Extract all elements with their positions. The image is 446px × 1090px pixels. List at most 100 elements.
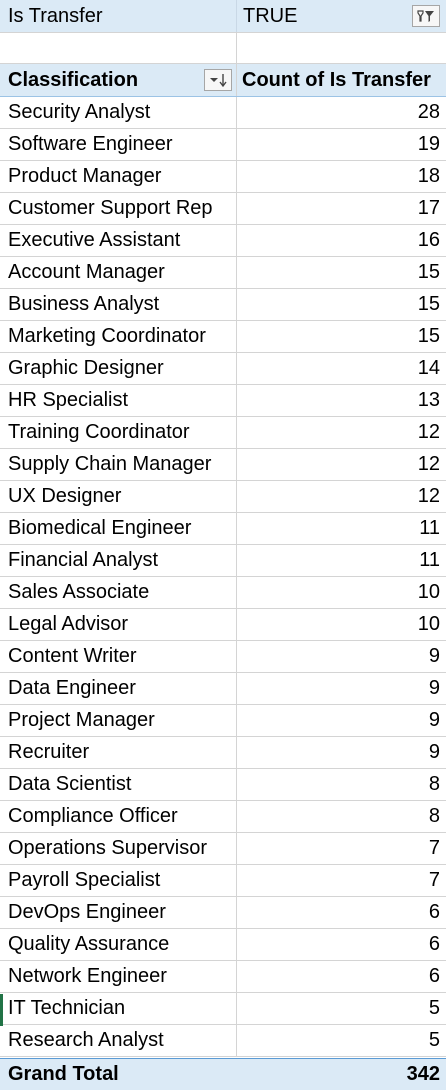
- table-row: Sales Associate 10: [0, 577, 446, 609]
- table-row: Financial Analyst 11: [0, 545, 446, 577]
- count-cell[interactable]: 7: [428, 869, 440, 891]
- table-row: Biomedical Engineer 11: [0, 513, 446, 545]
- classification-cell[interactable]: HR Specialist: [0, 385, 237, 416]
- count-cell[interactable]: 28: [417, 101, 440, 123]
- table-row: HR Specialist 13: [0, 385, 446, 417]
- classification-cell[interactable]: Account Manager: [0, 257, 237, 288]
- value-header[interactable]: Count of Is Transfer: [242, 68, 431, 91]
- count-cell[interactable]: 15: [417, 261, 440, 283]
- classification-cell[interactable]: UX Designer: [0, 481, 237, 512]
- classification-cell[interactable]: Network Engineer: [0, 961, 237, 992]
- table-row: Legal Advisor 10: [0, 609, 446, 641]
- grand-total-row: Grand Total 342: [0, 1058, 446, 1090]
- classification-cell[interactable]: Graphic Designer: [0, 353, 237, 384]
- table-row: Compliance Officer 8: [0, 801, 446, 833]
- count-cell[interactable]: 10: [417, 613, 440, 635]
- classification-cell[interactable]: Biomedical Engineer: [0, 513, 237, 544]
- table-row: Research Analyst 5: [0, 1025, 446, 1057]
- table-row: Software Engineer 19: [0, 129, 446, 161]
- count-cell[interactable]: 11: [419, 549, 440, 571]
- table-row: Network Engineer 6: [0, 961, 446, 993]
- count-cell[interactable]: 17: [417, 197, 440, 219]
- row-label-header[interactable]: Classification: [0, 64, 237, 96]
- count-cell[interactable]: 14: [417, 357, 440, 379]
- classification-cell[interactable]: Supply Chain Manager: [0, 449, 237, 480]
- table-row: IT Technician 5: [0, 993, 446, 1025]
- classification-cell[interactable]: Financial Analyst: [0, 545, 237, 576]
- count-cell[interactable]: 15: [417, 325, 440, 347]
- classification-cell[interactable]: Customer Support Rep: [0, 193, 237, 224]
- count-cell[interactable]: 11: [419, 517, 440, 539]
- classification-cell[interactable]: Business Analyst: [0, 289, 237, 320]
- filter-field-label: Is Transfer: [0, 0, 237, 32]
- count-cell[interactable]: 9: [428, 741, 440, 763]
- count-cell[interactable]: 10: [417, 581, 440, 603]
- filter-funnel-icon: [417, 10, 434, 22]
- table-row: Content Writer 9: [0, 641, 446, 673]
- table-row: Operations Supervisor 7: [0, 833, 446, 865]
- row-selection-marker: [0, 994, 3, 1026]
- table-row: Project Manager 9: [0, 705, 446, 737]
- classification-cell[interactable]: Data Scientist: [0, 769, 237, 800]
- classification-cell[interactable]: Payroll Specialist: [0, 865, 237, 896]
- classification-cell[interactable]: Security Analyst: [0, 97, 237, 128]
- classification-cell[interactable]: Marketing Coordinator: [0, 321, 237, 352]
- classification-cell[interactable]: Quality Assurance: [0, 929, 237, 960]
- sort-dropdown-button[interactable]: [204, 69, 232, 91]
- count-cell[interactable]: 9: [428, 677, 440, 699]
- count-cell[interactable]: 15: [417, 293, 440, 315]
- pivot-header-row: Classification Count of Is Transfer: [0, 64, 446, 97]
- table-row: Quality Assurance 6: [0, 929, 446, 961]
- table-row: DevOps Engineer 6: [0, 897, 446, 929]
- count-cell[interactable]: 16: [417, 229, 440, 251]
- filter-dropdown-button[interactable]: [412, 5, 440, 27]
- classification-cell[interactable]: IT Technician: [0, 993, 237, 1024]
- classification-cell[interactable]: Compliance Officer: [0, 801, 237, 832]
- count-cell[interactable]: 5: [428, 997, 440, 1019]
- classification-cell[interactable]: Executive Assistant: [0, 225, 237, 256]
- table-row: Supply Chain Manager 12: [0, 449, 446, 481]
- count-cell[interactable]: 6: [428, 965, 440, 987]
- classification-cell[interactable]: Sales Associate: [0, 577, 237, 608]
- blank-cell[interactable]: [237, 33, 446, 63]
- table-row: Marketing Coordinator 15: [0, 321, 446, 353]
- classification-cell[interactable]: Legal Advisor: [0, 609, 237, 640]
- count-cell[interactable]: 12: [417, 421, 440, 443]
- sort-descending-icon: [210, 74, 227, 88]
- classification-cell[interactable]: DevOps Engineer: [0, 897, 237, 928]
- count-cell[interactable]: 8: [428, 805, 440, 827]
- classification-cell[interactable]: Content Writer: [0, 641, 237, 672]
- table-row: Executive Assistant 16: [0, 225, 446, 257]
- classification-cell[interactable]: Software Engineer: [0, 129, 237, 160]
- count-cell[interactable]: 7: [428, 837, 440, 859]
- grand-total-label[interactable]: Grand Total: [8, 1063, 119, 1085]
- count-cell[interactable]: 6: [428, 901, 440, 923]
- classification-cell[interactable]: Product Manager: [0, 161, 237, 192]
- classification-cell[interactable]: Operations Supervisor: [0, 833, 237, 864]
- filter-value[interactable]: TRUE: [243, 4, 298, 27]
- classification-cell[interactable]: Training Coordinator: [0, 417, 237, 448]
- count-cell[interactable]: 5: [428, 1029, 440, 1051]
- count-cell[interactable]: 18: [417, 165, 440, 187]
- classification-cell[interactable]: Project Manager: [0, 705, 237, 736]
- table-row: Business Analyst 15: [0, 289, 446, 321]
- count-cell[interactable]: 12: [417, 453, 440, 475]
- count-cell[interactable]: 9: [428, 645, 440, 667]
- classification-cell[interactable]: Recruiter: [0, 737, 237, 768]
- count-cell[interactable]: 8: [428, 773, 440, 795]
- count-cell[interactable]: 12: [417, 485, 440, 507]
- classification-cell[interactable]: Data Engineer: [0, 673, 237, 704]
- table-row: Data Engineer 9: [0, 673, 446, 705]
- classification-cell[interactable]: Research Analyst: [0, 1025, 237, 1056]
- count-cell[interactable]: 6: [428, 933, 440, 955]
- blank-cell[interactable]: [0, 33, 237, 63]
- pivot-body: Security Analyst 28 Software Engineer 19 Pro…: [0, 97, 446, 1057]
- grand-total-value[interactable]: 342: [406, 1063, 440, 1085]
- count-cell[interactable]: 19: [417, 133, 440, 155]
- table-row: Account Manager 15: [0, 257, 446, 289]
- count-cell[interactable]: 13: [417, 389, 440, 411]
- table-row: Product Manager 18: [0, 161, 446, 193]
- count-cell[interactable]: 9: [428, 709, 440, 731]
- table-row: UX Designer 12: [0, 481, 446, 513]
